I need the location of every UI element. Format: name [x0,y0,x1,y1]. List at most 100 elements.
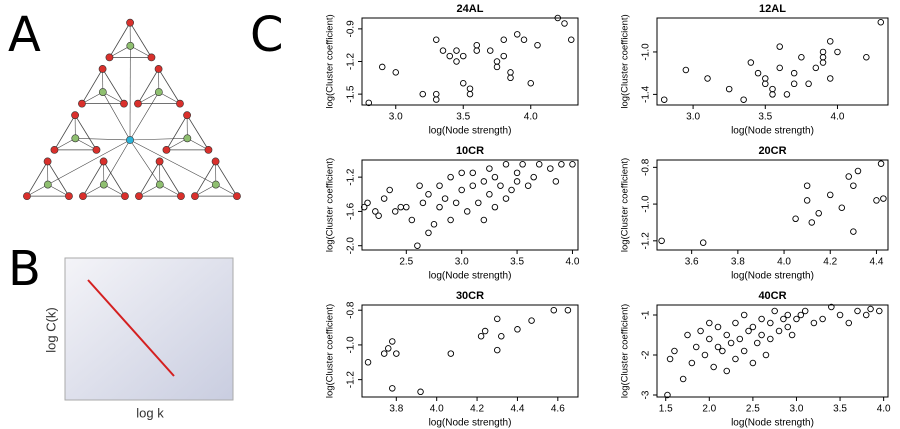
point [671,347,678,355]
point [558,161,565,168]
x-tick-label: 3.8 [389,404,403,415]
point [507,69,514,76]
node [155,180,164,189]
point [433,96,440,103]
point [803,182,811,189]
point [767,319,774,327]
x-tick-label: 4.4 [869,257,883,268]
x-tick-label: 3.0 [790,404,804,415]
point [688,359,696,367]
edge [75,138,131,141]
point [762,80,769,88]
edge [159,184,182,197]
edge [129,139,161,185]
point [425,229,432,237]
point [514,326,521,333]
node [211,180,220,189]
point [408,216,416,224]
point [792,215,799,223]
point [460,52,467,60]
point [380,350,388,357]
node [120,99,128,108]
point [805,80,812,88]
point [664,391,671,399]
point [397,203,405,211]
node [176,99,184,108]
point [386,186,393,194]
edge [137,91,159,104]
point [706,335,713,343]
point [500,52,508,60]
point [469,169,477,177]
point [564,306,572,314]
edge [103,161,126,197]
point [819,54,827,61]
point [776,43,783,50]
edge [187,138,209,151]
node [211,157,220,166]
point [458,186,465,194]
point [827,75,834,82]
edge [82,161,104,197]
edge [166,138,188,151]
node [233,192,241,201]
x-tick-label: 3.8 [731,257,745,268]
point [452,199,460,207]
point [502,161,510,168]
point [808,219,816,226]
edge [109,22,131,58]
x-axis-label: log(Node strength) [429,271,512,282]
panel-letter: A [8,7,41,63]
point [487,47,494,54]
point [801,307,809,315]
y-tick-label: -1.2 [641,232,652,250]
point [790,69,798,77]
edge [102,68,125,104]
point [360,203,368,211]
point [528,317,535,324]
edge [158,68,181,104]
node [183,111,191,120]
edge [47,139,131,185]
y-axis-label: log(Cluster coefficient) [620,158,631,252]
point [392,69,400,76]
x-tick-label: 4.0 [566,257,580,268]
edge [215,184,238,197]
point [749,323,757,331]
point [508,186,515,194]
point [447,173,454,181]
x-axis-label: log(Node strength) [429,126,512,137]
node [126,136,134,144]
point [365,99,373,107]
x-axis-label: log(Node strength) [731,126,814,137]
point [491,173,499,181]
x-axis-label: log(Node strength) [731,271,814,282]
node [191,192,199,201]
point [513,169,521,177]
edge [47,184,70,197]
point [762,75,769,82]
x-tick-label: 3.5 [833,404,847,415]
point [491,203,499,211]
point [446,52,454,60]
point [767,335,774,343]
y-tick-label: -1.2 [346,371,357,389]
y-axis-label: log(Cluster coefficient) [325,158,336,252]
point [658,237,665,245]
point [873,197,880,204]
point [697,327,704,335]
point [854,307,861,315]
x-tick-label: 4.4 [510,404,524,415]
point [758,315,765,323]
point [880,195,887,202]
x-tick-label: 3.0 [686,112,700,123]
edge [26,161,48,197]
point [493,58,501,65]
panel-letter: B [8,241,41,297]
edge [159,161,182,197]
y-axis-label: log(Cluster coefficient) [325,304,336,398]
point [827,191,834,199]
y-axis-label: log(Cluster coefficient) [620,304,631,398]
point [815,210,822,217]
point [466,90,474,98]
